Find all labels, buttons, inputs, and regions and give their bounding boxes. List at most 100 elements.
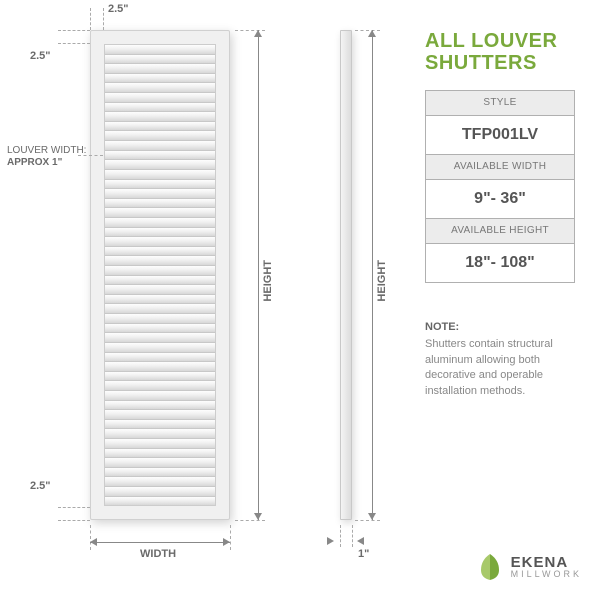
louver-slat	[105, 189, 215, 199]
louver-slat	[105, 256, 215, 266]
arrow-head	[368, 513, 376, 520]
louver-slat	[105, 103, 215, 113]
note-block: NOTE: Shutters contain structural alumin…	[425, 320, 575, 399]
louver-slat	[105, 362, 215, 372]
louver-slat	[105, 218, 215, 228]
brand-logo: EKENA MILLWORK	[475, 552, 582, 582]
dim-guide	[58, 520, 90, 521]
louver-slat	[105, 391, 215, 401]
louver-slat	[105, 353, 215, 363]
product-title: ALL LOUVER SHUTTERS	[425, 30, 557, 74]
louver-slat	[105, 295, 215, 305]
louver-slat	[105, 468, 215, 478]
dim-guide	[352, 525, 353, 547]
louver-slat	[105, 112, 215, 122]
dim-guide	[230, 525, 231, 550]
dim-guide	[58, 507, 90, 508]
louver-slat	[105, 497, 215, 506]
note-header: NOTE:	[425, 320, 575, 335]
logo-sub: MILLWORK	[511, 570, 582, 579]
dim-width-label: WIDTH	[140, 548, 176, 560]
dim-arrow	[258, 30, 259, 520]
spec-height-value: 18"- 108"	[426, 244, 574, 282]
arrow-head	[327, 537, 334, 545]
louver-area	[104, 44, 216, 506]
arrow-head	[223, 538, 230, 546]
logo-leaf-icon	[475, 552, 505, 582]
louver-slat	[105, 276, 215, 286]
louver-slat	[105, 208, 215, 218]
arrow-head	[90, 538, 97, 546]
dim-height-label: HEIGHT	[262, 260, 274, 302]
spec-style-value: TFP001LV	[426, 116, 574, 155]
dim-height-label-2: HEIGHT	[376, 260, 388, 302]
louver-slat	[105, 439, 215, 449]
shutter-front-view	[90, 30, 230, 520]
arrow-head	[254, 30, 262, 37]
dim-guide	[58, 43, 90, 44]
spec-height-header: AVAILABLE HEIGHT	[426, 219, 574, 244]
shutter-side-profile	[340, 30, 352, 520]
louver-slat	[105, 429, 215, 439]
title-line-1: ALL LOUVER	[425, 30, 557, 52]
dim-top-margin: 2.5"	[30, 50, 51, 62]
louver-slat	[105, 449, 215, 459]
louver-slat	[105, 160, 215, 170]
louver-slat	[105, 151, 215, 161]
dim-bottom-margin: 2.5"	[30, 480, 51, 492]
louver-note-value: APPROX 1"	[7, 157, 62, 168]
louver-slat	[105, 324, 215, 334]
louver-slat	[105, 285, 215, 295]
louver-slat	[105, 372, 215, 382]
arrow-head	[254, 513, 262, 520]
louver-slat	[105, 343, 215, 353]
dim-guide	[78, 155, 103, 156]
louver-slat	[105, 401, 215, 411]
louver-slat	[105, 304, 215, 314]
louver-slat	[105, 64, 215, 74]
dim-guide	[340, 525, 341, 547]
louver-slat	[105, 410, 215, 420]
louver-slat	[105, 74, 215, 84]
louver-slat	[105, 131, 215, 141]
louver-slat	[105, 180, 215, 190]
dim-profile-width: 1"	[358, 548, 369, 560]
logo-text: EKENA MILLWORK	[511, 556, 582, 579]
louver-slat	[105, 141, 215, 151]
spec-width-header: AVAILABLE WIDTH	[426, 155, 574, 180]
spec-table: STYLE TFP001LV AVAILABLE WIDTH 9"- 36" A…	[425, 90, 575, 283]
louver-slat	[105, 122, 215, 132]
louver-slat	[105, 266, 215, 276]
louver-slat	[105, 487, 215, 497]
louver-slat	[105, 333, 215, 343]
louver-slat	[105, 45, 215, 55]
spec-width-value: 9"- 36"	[426, 180, 574, 219]
louver-slat	[105, 420, 215, 430]
dim-arrow	[90, 542, 230, 543]
dim-guide	[90, 8, 91, 30]
logo-brand: EKENA	[511, 556, 582, 570]
arrow-head	[368, 30, 376, 37]
dim-guide	[103, 8, 104, 30]
louver-slat	[105, 381, 215, 391]
title-line-2: SHUTTERS	[425, 52, 537, 74]
louver-width-note: LOUVER WIDTH: APPROX 1"	[7, 145, 87, 169]
dim-side-margin: 2.5"	[108, 3, 129, 15]
louver-slat	[105, 237, 215, 247]
dim-arrow	[372, 30, 373, 520]
louver-slat	[105, 170, 215, 180]
louver-slat	[105, 314, 215, 324]
spec-style-header: STYLE	[426, 91, 574, 116]
note-body: Shutters contain structural aluminum all…	[425, 337, 575, 399]
louver-slat	[105, 55, 215, 65]
dim-guide	[355, 520, 380, 521]
louver-slat	[105, 477, 215, 487]
arrow-head	[357, 537, 364, 545]
louver-note-label: LOUVER WIDTH:	[7, 145, 86, 156]
louver-slat	[105, 83, 215, 93]
louver-slat	[105, 199, 215, 209]
louver-slat	[105, 228, 215, 238]
louver-slat	[105, 93, 215, 103]
dim-guide	[58, 30, 90, 31]
dim-guide	[235, 520, 265, 521]
